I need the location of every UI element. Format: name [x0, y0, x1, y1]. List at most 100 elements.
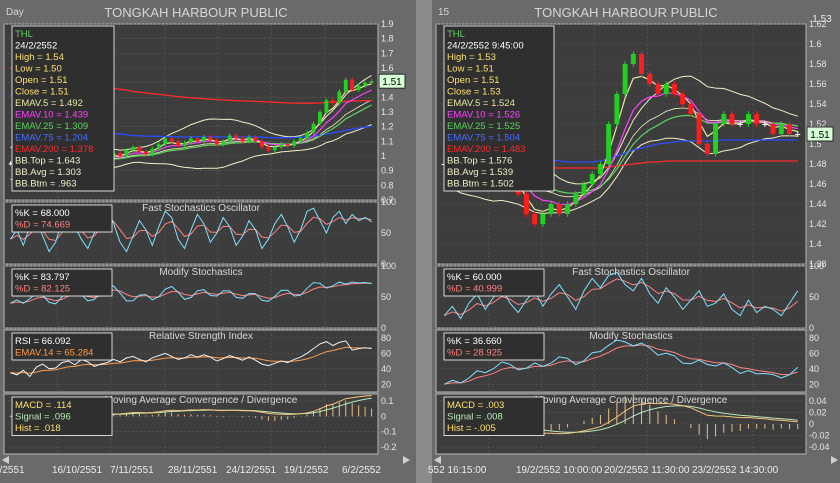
left-candle [214, 139, 219, 145]
left-scroll-left-arrow[interactable] [2, 456, 9, 464]
right-candle [573, 194, 579, 204]
right-candle [589, 174, 595, 184]
left-candle [189, 138, 193, 143]
left-last-price-box [378, 73, 406, 89]
right-candle [556, 204, 562, 214]
right-price-panel: 1.62 1.6 1.58 1.56 1.54 1.52 1.5 1.48 1.46 1.44 1.… [435, 19, 834, 269]
right-candle [671, 84, 677, 94]
right-fast-panel-tick-label: 0 [809, 323, 814, 333]
left-price-info-box-line: EMAV.75 = 1.204 [15, 133, 88, 144]
left-macd-info-box-line: Hist = .018 [15, 423, 61, 434]
right-candle [787, 124, 793, 134]
right-candle [647, 74, 653, 84]
left-macd-panel-tick-label: 0 [381, 411, 386, 421]
left-x-axis-label: 19/1/2552 [284, 465, 329, 476]
right-modify-info-box-line: %D = 28.925 [447, 348, 502, 359]
right-candle [540, 214, 546, 224]
left-price-info-box-line: EMAV.5 = 1.492 [15, 98, 83, 109]
right-modify-line-2 [444, 344, 798, 385]
left-fast-title: Fast Stochastics Oscillator [142, 203, 260, 214]
left-candle [137, 147, 142, 152]
left-price-info-box-line: EMAV.10 = 1.439 [15, 110, 88, 121]
left-candle [266, 147, 271, 151]
right-candle [614, 94, 620, 124]
left-macd-panel-tick-label: -0.1 [381, 427, 397, 437]
right-fast-panel: 100 50 0 Fast Stochastics Oscillator %K = 60… [435, 261, 824, 333]
left-price-info-box-line: EMAV.25 = 1.309 [15, 121, 88, 132]
right-fast-info-box-line: %K = 60.000 [447, 272, 502, 283]
right-fast-panel-tick-label: 100 [809, 261, 824, 271]
left-fast-info-box [11, 204, 113, 233]
left-candle [163, 138, 168, 145]
left-rsi-line-2 [10, 346, 372, 374]
left-price-info-box-line: EMAV.200 = 1.378 [15, 144, 93, 155]
right-macd-panel-tick-label: 0 [809, 419, 814, 429]
right-candle [532, 214, 538, 224]
left-price-panel: 1.91.81.71.61.51.41.31.21.110.90.80.71.5… [3, 19, 406, 205]
right-scroll-right-arrow[interactable] [831, 456, 838, 464]
left-rsi-title: Relative Strength Index [149, 331, 253, 342]
left-price-info-box-line: Close = 1.51 [15, 87, 69, 98]
left-price-panel-tick-label: 1.6 [381, 63, 394, 73]
left-fast-panel: 100 50 0 Fast Stochastics Oscillator %K = 68… [3, 197, 396, 269]
right-macd-info-box [443, 396, 545, 436]
left-x-axis-label: 24/12/2551 [226, 465, 276, 476]
left-candle [259, 141, 264, 148]
left-scroll-right-arrow[interactable] [403, 456, 410, 464]
left-macd-info-box-line: MACD = .114 [15, 400, 72, 411]
right-candle [639, 54, 645, 74]
left-modify-info-box-line: %D = 82.125 [15, 284, 70, 295]
right-x-axis-label: 20/2/2552 11:30:00 [604, 465, 690, 476]
left-price-info-box-line: THL [15, 29, 33, 40]
right-candle [721, 114, 727, 124]
left-candle [124, 150, 129, 156]
right-price-panel-tick-label: 1.4 [809, 239, 822, 249]
left-x-axis-label: 16/10/2551 [52, 465, 102, 476]
left-candle [318, 112, 322, 124]
right-candle [762, 124, 768, 125]
right-fast-info-box [443, 268, 545, 297]
right-modify-info-box-line: %K = 36.660 [447, 336, 502, 347]
left-x-axis-label: 9/2551 [0, 465, 25, 476]
right-candle [704, 144, 710, 154]
right-fast-info-box-line: %D = 40.999 [447, 284, 502, 295]
left-macd-panel-tick-label: -0.2 [381, 442, 397, 452]
left-price-panel-tick-label: 1.2 [381, 122, 394, 132]
right-scroll-left-arrow[interactable] [434, 456, 441, 464]
left-price-panel-tick-label: 1.3 [381, 107, 394, 117]
right-price-panel-tick-label: 1.62 [809, 19, 827, 29]
left-candle [369, 81, 374, 83]
pane-divider[interactable] [416, 0, 432, 483]
left-candle [195, 138, 200, 142]
right-modify-panel-tick-label: 60 [809, 348, 819, 358]
left-candle [285, 144, 290, 146]
left-candle [227, 135, 232, 142]
left-candle [208, 136, 213, 140]
left-price-panel-tick-label: 0.7 [381, 195, 394, 205]
left-modify-panel-tick-label: 100 [381, 261, 396, 271]
right-bb-bottom-line [444, 135, 798, 215]
left-price-panel-tick-label: 1.8 [381, 34, 394, 44]
right-x-axis-label: 19/2/2552 10:00:00 [516, 465, 603, 476]
right-candle [565, 204, 571, 214]
left-rsi-info-box [11, 332, 113, 361]
left-candle [292, 141, 297, 146]
left-modify-info-box-line: %K = 83.797 [15, 272, 70, 283]
right-candle [581, 184, 587, 194]
right-modify-panel-tick-label: 40 [809, 364, 819, 374]
right-price-panel-tick-label: 1.5 [809, 139, 822, 149]
right-price-panel-tick-label: 1.56 [809, 79, 827, 89]
left-candle [311, 123, 316, 133]
right-price-panel-tick-label: 1.58 [809, 59, 827, 69]
right-modify-title: Modify Stochastics [589, 331, 672, 342]
right-price-info-box-line: EMAV.25 = 1.525 [447, 121, 520, 132]
right-price-info-box-line: BB.Avg = 1.539 [447, 167, 513, 178]
right-candle [795, 134, 801, 135]
right-price-info-box-line: 24/2/2552 9:45:00 [447, 41, 524, 52]
right-candle [745, 114, 751, 124]
left-rsi-panel-tick-label: 20 [381, 379, 391, 389]
left-last-price-label: 1.51 [382, 77, 402, 88]
left-macd-title: Moving Average Convergence / Divergence [105, 395, 298, 406]
left-candle [330, 100, 335, 104]
left-candle [298, 138, 303, 142]
